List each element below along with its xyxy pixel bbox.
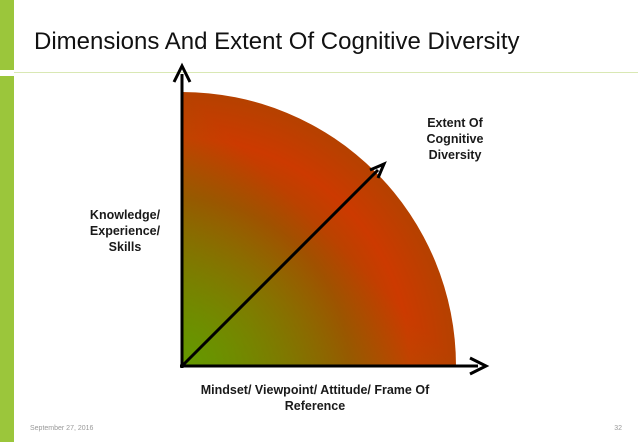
diagonal-arrow <box>180 168 380 368</box>
title-divider <box>14 72 638 73</box>
accent-bar-bottom <box>0 76 14 442</box>
y-axis-label: Knowledge/ Experience/ Skills <box>89 208 161 254</box>
diagonal-arrowhead <box>369 161 387 179</box>
footer-date: September 27, 2016 <box>30 425 94 432</box>
page-number: 32 <box>614 425 622 432</box>
slide-title: Dimensions And Extent Of Cognitive Diver… <box>34 28 520 55</box>
accent-bar-top <box>0 0 14 70</box>
x-axis-label: Mindset/ Viewpoint/ Attitude/ Frame Of R… <box>200 383 430 413</box>
diagonal-label: Extent Of Cognitive Diversity <box>426 116 484 162</box>
x-axis-arrowhead <box>469 356 490 376</box>
y-axis-arrowhead <box>172 62 192 83</box>
